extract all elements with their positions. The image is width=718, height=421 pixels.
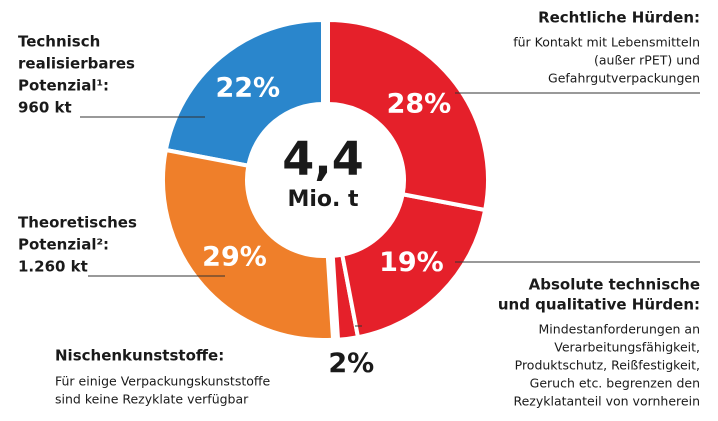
annotation-text: Mindestanforderungen an	[539, 322, 700, 337]
annotation-text: Gefahrgutverpackungen	[548, 71, 700, 86]
annotation-title: 960 kt	[18, 99, 72, 117]
value-label: 22%	[215, 73, 280, 104]
value-label: 28%	[387, 88, 452, 119]
annotation-title: Nischenkunststoffe:	[55, 347, 224, 365]
annotation-title: und qualitative Hürden:	[498, 296, 700, 314]
annotation-title: Absolute technische	[529, 276, 700, 294]
donut-segment	[161, 147, 336, 342]
donut-segment	[326, 17, 490, 213]
annotation-title: Potenzial²:	[18, 236, 109, 254]
annotation-title: Technisch	[18, 33, 100, 51]
annotation-text: Produktschutz, Reißfestigkeit,	[515, 358, 700, 373]
annotation-title: Potenzial¹:	[18, 77, 109, 95]
annotation-text: Rezyklatanteil von vornherein	[513, 394, 700, 409]
annotation-text: Verarbeitungsfähigkeit,	[554, 340, 700, 355]
value-label: 19%	[379, 247, 444, 278]
annotation-title: realisierbares	[18, 55, 135, 73]
donut-segment	[339, 191, 488, 340]
annotation-text: für Kontakt mit Lebensmitteln	[513, 35, 700, 50]
center-value: 4,4	[282, 132, 364, 186]
value-label: 29%	[202, 242, 267, 273]
center-unit: Mio. t	[287, 187, 359, 212]
annotation-text: Für einige Verpackungskunststoffe	[55, 374, 271, 389]
annotation-text: sind keine Rezyklate verfügbar	[55, 392, 249, 407]
annotation-title: Rechtliche Hürden:	[538, 9, 700, 27]
annotation-title: 1.260 kt	[18, 258, 88, 276]
annotation-title: Theoretisches	[18, 214, 137, 232]
annotation-text: Geruch etc. begrenzen den	[530, 376, 700, 391]
annotation-text: (außer rPET) und	[594, 53, 700, 68]
donut-segment	[163, 17, 325, 169]
value-label: 2%	[328, 348, 374, 379]
